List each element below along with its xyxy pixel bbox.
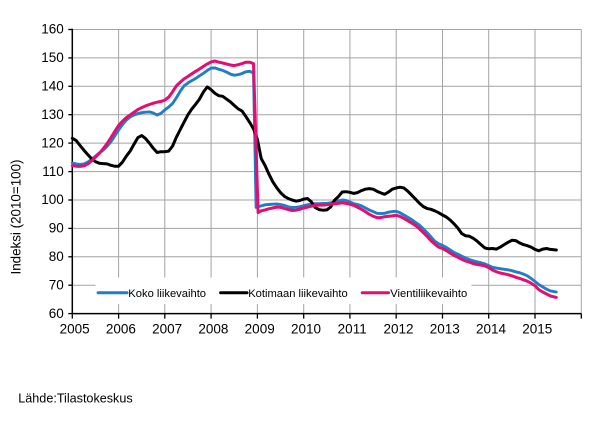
svg-text:120: 120 [41,135,64,150]
svg-text:150: 150 [41,50,64,65]
svg-text:Kotimaan liikevaihto: Kotimaan liikevaihto [248,288,348,300]
svg-text:160: 160 [41,22,64,37]
svg-text:2007: 2007 [152,322,182,337]
svg-text:100: 100 [41,192,64,207]
svg-text:130: 130 [41,107,64,122]
svg-text:Vientiliikevaihto: Vientiliikevaihto [390,288,467,300]
svg-text:80: 80 [49,249,64,264]
svg-text:2015: 2015 [522,322,552,337]
svg-text:Koko liikevaihto: Koko liikevaihto [128,288,206,300]
svg-text:2014: 2014 [476,322,507,337]
svg-text:110: 110 [42,164,64,179]
svg-text:2008: 2008 [198,322,228,337]
svg-text:2013: 2013 [430,322,460,337]
svg-text:90: 90 [49,221,64,236]
svg-text:2010: 2010 [291,322,321,337]
svg-text:Lähde:Tilastokeskus: Lähde:Tilastokeskus [18,392,132,406]
svg-text:2009: 2009 [245,322,275,337]
svg-text:2006: 2006 [106,322,136,337]
svg-text:2011: 2011 [338,322,367,337]
svg-text:Indeksi (2010=100): Indeksi (2010=100) [9,159,24,274]
svg-text:2005: 2005 [60,322,90,337]
svg-text:60: 60 [49,306,64,321]
svg-text:2012: 2012 [383,322,413,337]
svg-text:140: 140 [41,79,64,94]
svg-text:70: 70 [49,277,64,292]
